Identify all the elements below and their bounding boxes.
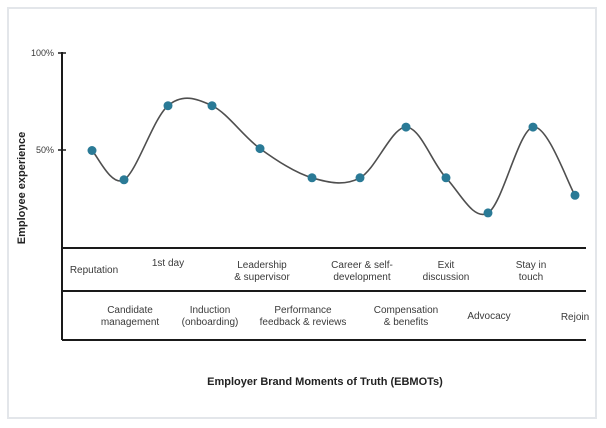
- data-point-4: [207, 101, 217, 111]
- data-point-10: [483, 208, 493, 218]
- data-point-5: [255, 144, 265, 154]
- series-line: [91, 97, 576, 216]
- category-label-row1-6: Stay in touch: [516, 260, 547, 283]
- category-label-row2-6: Rejoin: [561, 312, 589, 323]
- category-label-row2-4: Compensation & benefits: [374, 305, 438, 328]
- data-point-2: [119, 175, 129, 185]
- category-label-row1-5: Exit discussion: [423, 260, 470, 283]
- data-point-7: [355, 173, 365, 183]
- x-axis-title: Employer Brand Moments of Truth (EBMOTs): [207, 376, 443, 388]
- chart-frame: [7, 7, 597, 419]
- data-point-9: [441, 173, 451, 183]
- category-label-row1-1: Reputation: [70, 265, 118, 276]
- category-label-row2-2: Induction (onboarding): [182, 305, 239, 328]
- y-tick-label-100: 100%: [31, 48, 54, 58]
- y-axis-title: Employee experience: [16, 132, 28, 245]
- category-label-row1-3: Leadership & supervisor: [234, 260, 290, 283]
- data-point-12: [570, 190, 580, 200]
- category-label-row1-2: 1st day: [152, 258, 184, 269]
- category-label-row2-5: Advocacy: [467, 311, 510, 322]
- y-tick-label-50: 50%: [36, 145, 54, 155]
- label-row-1: Reputation 1st day Leadership & supervisor C…: [70, 258, 546, 283]
- data-point-8: [401, 122, 411, 132]
- series-markers: [87, 101, 580, 218]
- data-point-3: [163, 101, 173, 111]
- category-label-row2-3: Performance feedback & reviews: [260, 305, 347, 328]
- category-label-row1-4: Career & self-development: [331, 260, 393, 283]
- data-point-6: [307, 173, 317, 183]
- label-row-2: Candidate management Induction (onboarding)…: [101, 305, 589, 328]
- data-point-1: [87, 146, 97, 155]
- category-label-row2-1: Candidate management: [101, 305, 160, 328]
- data-point-11: [528, 122, 538, 132]
